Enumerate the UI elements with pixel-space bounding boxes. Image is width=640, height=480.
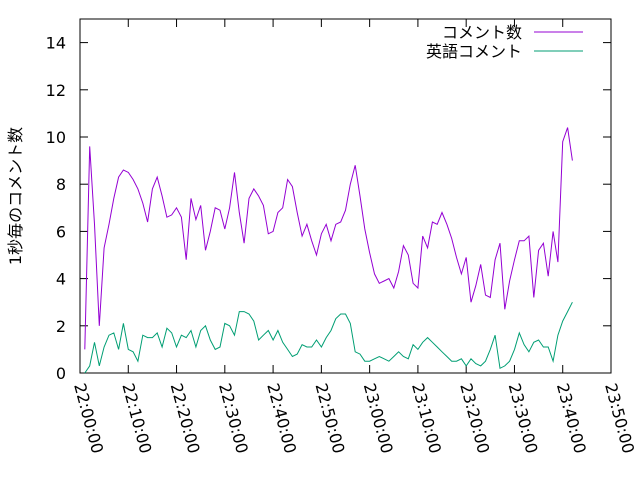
y-axis-ticks: 0 2 4 6 8 10 12 14 bbox=[46, 34, 611, 383]
x-tick-label: 22:10:00 bbox=[118, 381, 155, 455]
y-tick-label: 10 bbox=[46, 128, 66, 147]
plot-frame bbox=[79, 18, 612, 374]
y-tick-label: 2 bbox=[56, 317, 66, 336]
x-tick-label: 23:00:00 bbox=[360, 381, 397, 455]
y-tick-label: 12 bbox=[46, 81, 66, 100]
x-tick-label: 23:40:00 bbox=[553, 381, 590, 455]
series-lines bbox=[84, 127, 573, 374]
x-tick-label: 23:30:00 bbox=[505, 381, 542, 455]
x-tick-label: 23:10:00 bbox=[408, 381, 445, 455]
y-tick-label: 6 bbox=[56, 222, 66, 241]
y-tick-label: 0 bbox=[56, 364, 66, 383]
y-tick-label: 4 bbox=[56, 270, 66, 289]
x-tick-label: 23:50:00 bbox=[601, 381, 638, 455]
x-tick-label: 22:40:00 bbox=[263, 381, 300, 455]
y-tick-label: 14 bbox=[46, 34, 66, 53]
legend-label-0: コメント数 bbox=[442, 23, 522, 42]
x-tick-label: 23:20:00 bbox=[456, 381, 493, 455]
x-tick-label: 22:00:00 bbox=[70, 381, 107, 455]
legend-label-1: 英語コメント bbox=[426, 42, 522, 61]
series-line-1 bbox=[84, 301, 573, 374]
series-line-0 bbox=[84, 127, 573, 350]
y-tick-label: 8 bbox=[56, 175, 66, 194]
y-axis-label: 1秒毎のコメント数 bbox=[6, 127, 25, 265]
x-tick-label: 22:50:00 bbox=[311, 381, 348, 455]
x-tick-label: 22:30:00 bbox=[215, 381, 252, 455]
x-tick-label: 22:20:00 bbox=[167, 381, 204, 455]
